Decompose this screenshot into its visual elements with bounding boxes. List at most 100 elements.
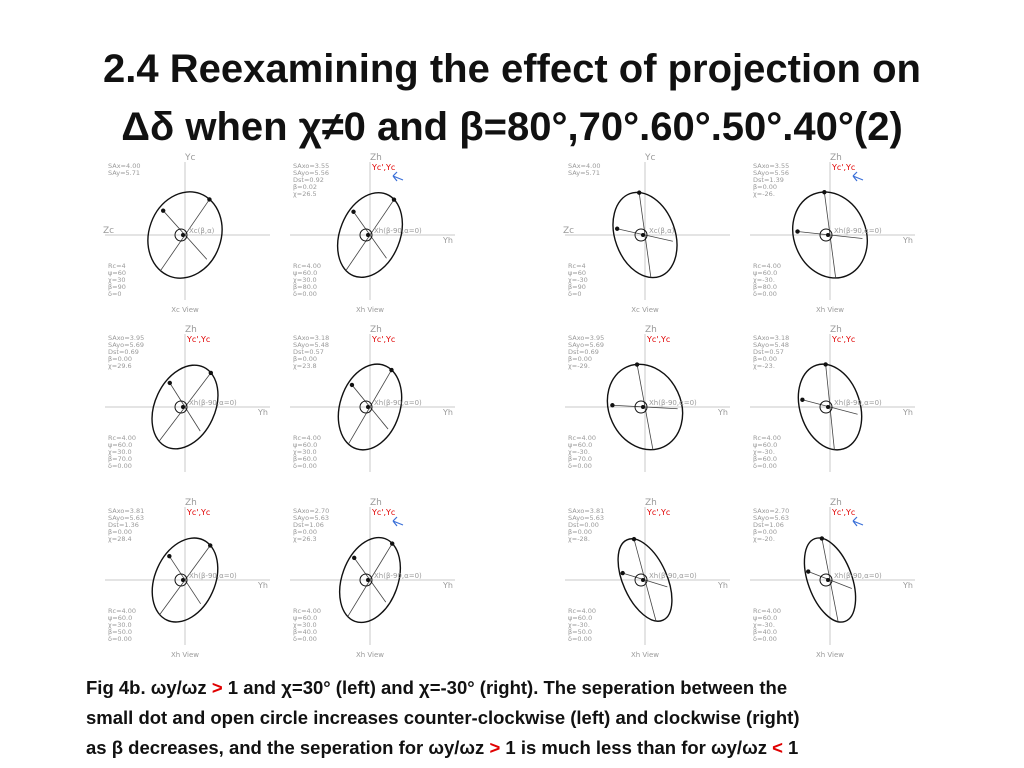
param-line: β=70.0 (568, 455, 592, 463)
axis-label-right: Yh (442, 408, 453, 417)
axis-label-top: Zh (185, 498, 197, 508)
stat-line: χ=-28. (568, 535, 590, 543)
projected-ellipse (612, 191, 678, 279)
param-line: Rc=4.00 (293, 607, 321, 615)
axis-label-right: Yh (442, 236, 453, 245)
projected-ellipse (151, 364, 219, 450)
stat-line: SAxo=3.55 (753, 162, 789, 170)
center-label: Xh(β-90,α=0) (374, 227, 422, 235)
param-line: ψ=60.0 (753, 614, 777, 622)
stat-line: β=0.00 (568, 355, 592, 363)
axis-label-left: Zc (103, 226, 114, 236)
axis-label-red: Yc',Yc (371, 335, 395, 344)
axis-label-red: Yc',Yc (371, 508, 395, 517)
stat-line: Dst=0.92 (293, 176, 324, 184)
param-line: Rc=4.00 (753, 434, 781, 442)
stat-line: χ=-20. (753, 535, 775, 543)
stat-line: β=0.02 (293, 183, 317, 191)
view-label: Xh View (816, 306, 844, 314)
small-dot (208, 543, 213, 548)
param-line: β=90 (108, 283, 126, 291)
stat-line: χ=-23. (753, 362, 775, 370)
open-circle (819, 400, 833, 414)
stat-line: SAx=4.00 (108, 162, 140, 170)
axis-label-right: Yh (902, 408, 913, 417)
param-line: ψ=60.0 (108, 614, 132, 622)
small-dot (620, 570, 625, 576)
open-circle (359, 400, 373, 414)
rotation-arrow-icon (852, 516, 864, 527)
stat-line: SAxo=3.81 (568, 507, 604, 515)
view-label: Xh View (356, 306, 384, 314)
stat-line: Dst=1.39 (753, 176, 784, 184)
axis-label-right: Yh (257, 581, 268, 590)
axis-label-right: Yh (717, 581, 728, 590)
param-line: δ=0.00 (108, 635, 132, 643)
center-label: Xh(β-90,α=0) (649, 399, 697, 407)
param-line: β=60.0 (753, 455, 777, 463)
stat-line: β=0.00 (568, 528, 592, 536)
axis-label-red: Yc',Yc (831, 508, 855, 517)
stat-line: Dst=1.06 (293, 521, 324, 529)
rotation-arrow-icon (392, 171, 404, 182)
projected-ellipse (617, 538, 673, 622)
view-label: Xc View (631, 306, 659, 314)
figure-caption: Fig 4b. ωy/ωz > 1 and χ=30° (left) and χ… (86, 673, 966, 763)
param-line: χ=30.0 (108, 621, 132, 629)
projected-ellipse (151, 537, 219, 623)
param-line: χ=-30. (753, 621, 775, 629)
open-circle (174, 228, 188, 242)
projected-ellipse (792, 191, 868, 279)
axis-label-top: Zh (185, 325, 197, 335)
stat-line: χ=29.6 (108, 362, 132, 370)
param-line: Rc=4.00 (108, 607, 136, 615)
param-line: χ=30 (108, 276, 125, 284)
view-label: Xh View (631, 651, 659, 659)
param-line: ψ=60.0 (293, 441, 317, 449)
less-than-sign: < (772, 737, 783, 758)
small-dot (819, 536, 825, 541)
param-line: δ=0.00 (108, 462, 132, 470)
axis-label-top: Zh (370, 325, 382, 335)
stat-line: χ=23.8 (293, 362, 317, 370)
open-circle (359, 228, 373, 242)
small-dot (352, 555, 357, 561)
center-dot (366, 578, 370, 582)
small-dot (634, 362, 640, 367)
stat-line: β=0.00 (753, 183, 777, 191)
greater-than-sign: > (211, 677, 223, 698)
param-line: δ=0.00 (568, 462, 592, 470)
projected-ellipse (606, 363, 684, 451)
stat-line: β=0.00 (753, 355, 777, 363)
axis-label-left: Zc (563, 226, 574, 236)
projected-ellipse (147, 191, 223, 279)
small-dot (822, 189, 827, 195)
open-circle (634, 400, 648, 414)
projected-ellipse (797, 363, 863, 451)
axis-label-right: Yh (902, 581, 913, 590)
stat-line: χ=28.4 (108, 535, 132, 543)
stat-line: Dst=0.57 (293, 348, 324, 356)
stat-line: SAxo=3.18 (753, 334, 789, 342)
param-line: Rc=4.00 (753, 607, 781, 615)
axis-label-right: Yh (257, 408, 268, 417)
center-label: Xh(β-90,α=0) (649, 572, 697, 580)
stat-line: SAxo=3.95 (108, 334, 144, 342)
param-line: χ=30.0 (293, 276, 317, 284)
param-line: χ=-30. (568, 621, 590, 629)
stat-line: SAyo=5.63 (108, 514, 144, 522)
param-line: δ=0.00 (753, 290, 777, 298)
stat-line: β=0.00 (108, 528, 132, 536)
param-line: χ=-30. (753, 448, 775, 456)
stat-line: SAyo=5.63 (293, 514, 329, 522)
open-circle (634, 573, 648, 587)
param-line: χ=30.0 (293, 621, 317, 629)
center-label: Xh(β-90,α=0) (374, 399, 422, 407)
small-dot (800, 397, 805, 402)
center-dot (366, 405, 370, 409)
